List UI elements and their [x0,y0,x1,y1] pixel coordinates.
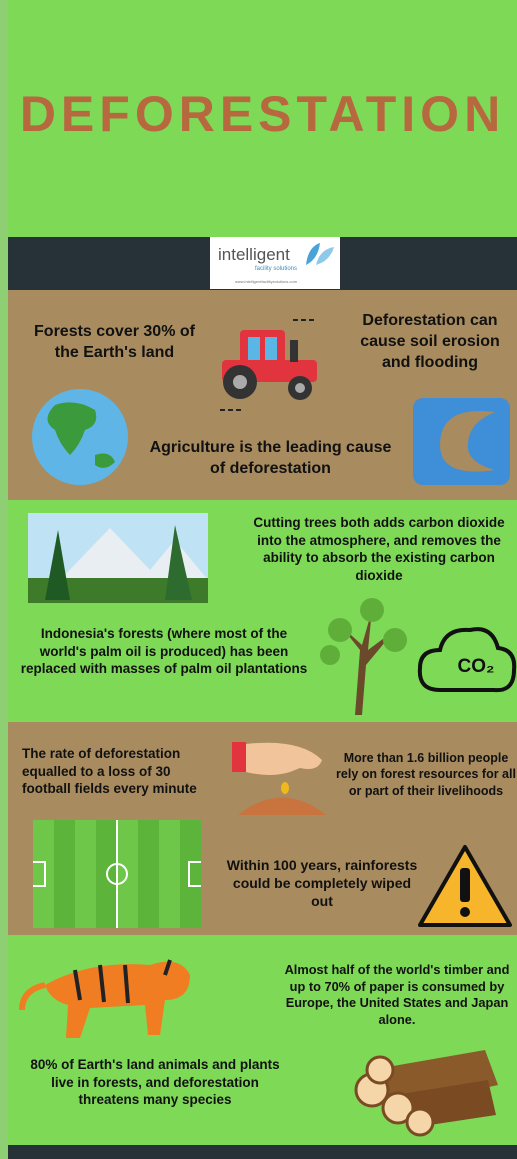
fact: The rate of deforestation equalled to a … [22,745,222,798]
leaves [320,645,340,665]
fact: Cutting trees both adds carbon dioxide i… [243,514,515,584]
seed [281,782,289,794]
globe-icon [32,389,128,485]
logs-icon [356,1050,498,1135]
hand-icon [232,742,326,815]
fact: Agriculture is the leading cause of defo… [148,438,393,480]
cuff [232,742,246,772]
log-end [367,1057,393,1083]
exhaust [290,340,298,362]
dot [460,907,470,917]
soil [238,798,326,816]
tail [22,985,45,1010]
stripe [159,820,180,928]
hub [233,375,247,389]
leaves [328,618,352,642]
tractor-icon [220,320,317,410]
co2-label: CO₂ [448,655,504,680]
fact: 80% of Earth's land animals and plants l… [30,1056,280,1109]
field-icon [33,820,201,928]
fact: Almost half of the world's timber and up… [278,962,516,1029]
hand [246,743,322,775]
tiger-body [45,962,190,1038]
stripe [33,820,54,928]
bar [460,868,470,902]
leaves [360,598,384,622]
fact: More than 1.6 billion people rely on for… [335,750,517,799]
infographic: DEFORESTATION intelligent facility solut… [0,0,517,1159]
wave-icon [413,398,510,485]
log-end [407,1109,433,1135]
stripe [75,820,96,928]
fact: Deforestation can cause soil erosion and… [345,311,515,373]
tree-icon [320,598,407,715]
hub [295,383,305,393]
landscape-image [28,513,208,603]
leaves [383,628,407,652]
fact: Indonesia's forests (where most of the w… [20,625,308,678]
warning-icon [420,847,510,925]
tiger-icon [22,960,190,1038]
fact: Forests cover 30% of the Earth's land [22,322,207,364]
fact: Within 100 years, rainforests could be c… [222,856,422,911]
